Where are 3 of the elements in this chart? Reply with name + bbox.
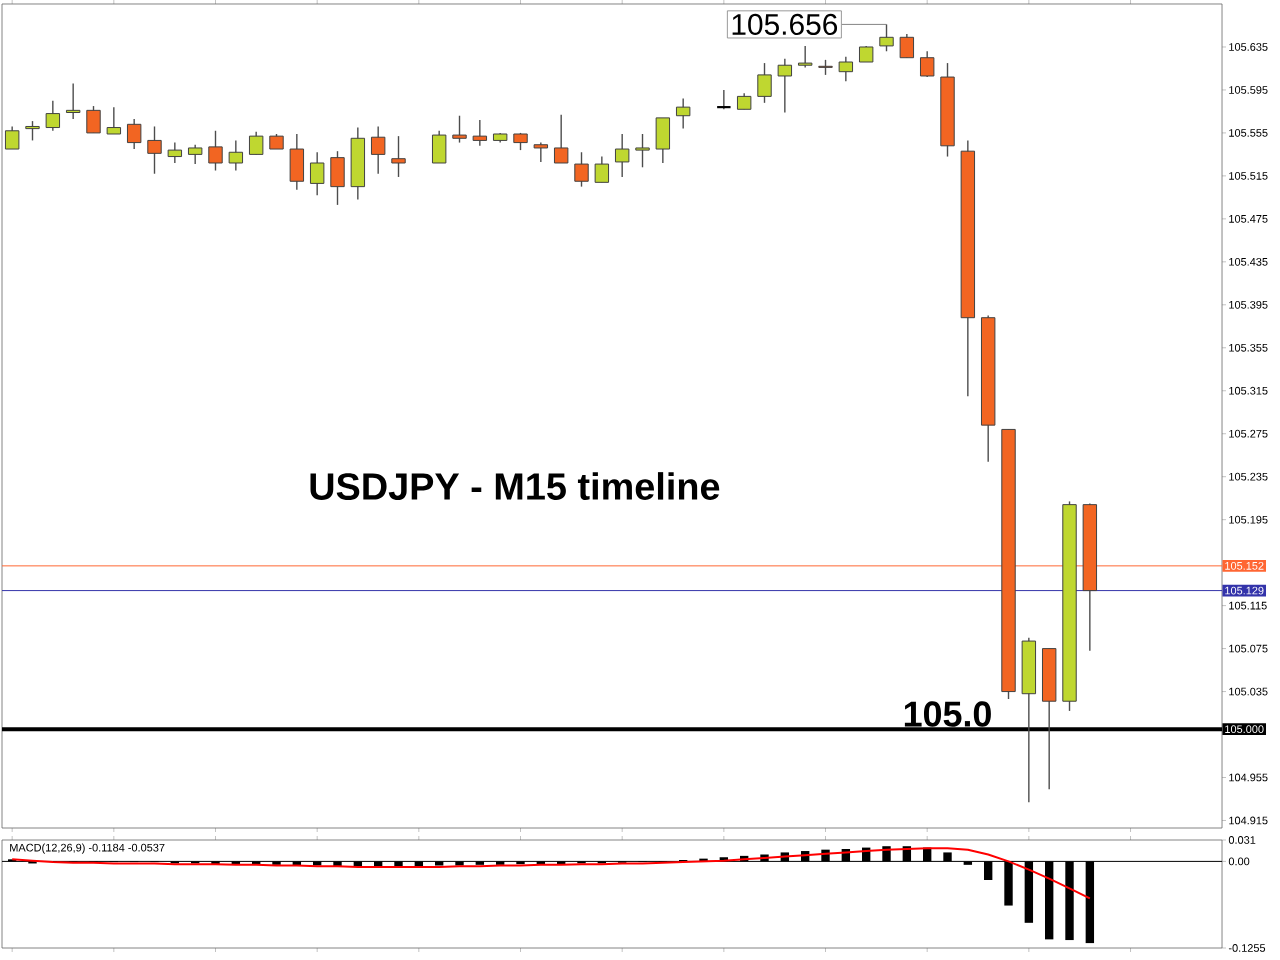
annotation: 105.0 xyxy=(904,701,991,727)
annotation: 105.656 xyxy=(732,13,838,35)
text: USDJPY - M15 timeline xyxy=(310,472,720,500)
